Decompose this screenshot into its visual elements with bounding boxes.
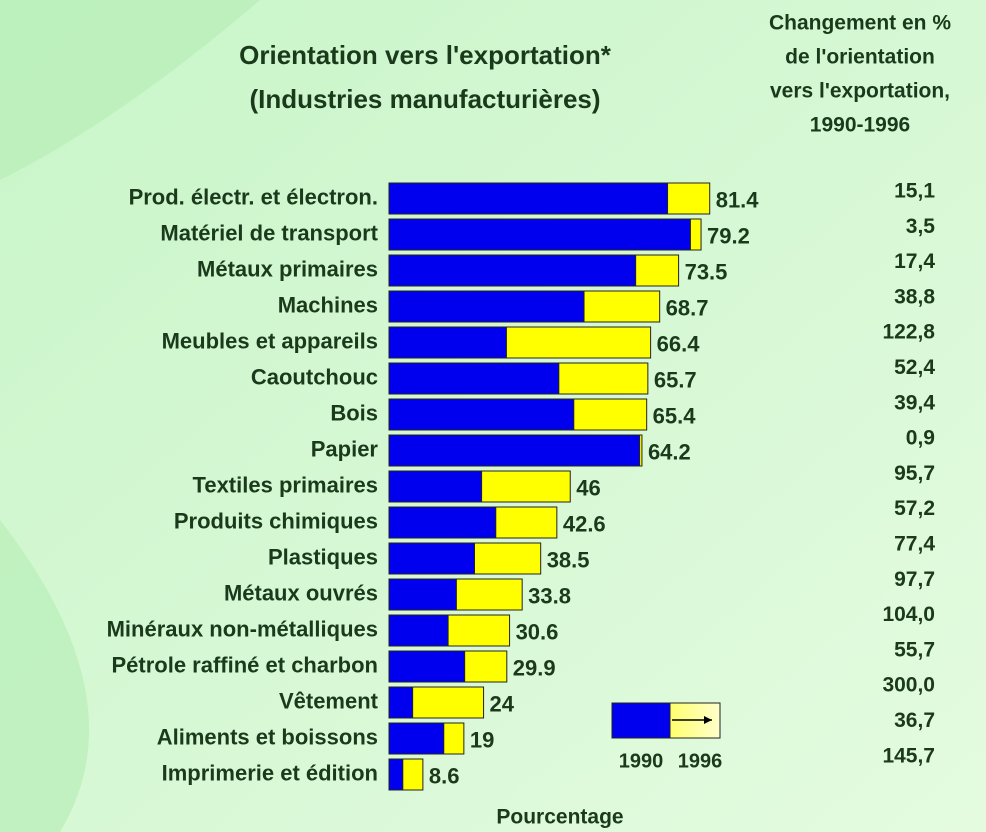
category-label: Minéraux non-métalliques xyxy=(107,616,378,641)
bar-1990 xyxy=(389,759,403,790)
value-label: 64.2 xyxy=(648,439,691,464)
category-label: Matériel de transport xyxy=(160,220,378,245)
category-label: Bois xyxy=(330,400,378,425)
change-value: 38,8 xyxy=(894,285,935,308)
bar-1990 xyxy=(389,435,640,466)
bar-1990 xyxy=(389,507,496,538)
value-label: 81.4 xyxy=(716,187,760,212)
bar-1990 xyxy=(389,579,456,610)
category-label: Métaux ouvrés xyxy=(224,580,378,605)
bar-1990 xyxy=(389,363,559,394)
category-label: Plastiques xyxy=(268,544,378,569)
change-value: 0,9 xyxy=(906,427,935,450)
legend-label: 1996 xyxy=(678,750,723,772)
change-value: 55,7 xyxy=(894,638,935,661)
value-label: 8.6 xyxy=(429,763,460,788)
change-value: 3,5 xyxy=(906,215,936,238)
change-value: 39,4 xyxy=(894,391,935,414)
category-label: Prod. électr. et électron. xyxy=(129,184,378,209)
value-label: 38.5 xyxy=(547,547,590,572)
change-header: de l'orientation xyxy=(785,46,935,69)
bar-1990 xyxy=(389,327,506,358)
change-value: 77,4 xyxy=(894,533,935,556)
bar-1990 xyxy=(389,687,413,718)
legend-1990 xyxy=(612,703,670,738)
category-label: Vêtement xyxy=(279,688,379,713)
value-label: 42.6 xyxy=(563,511,606,536)
change-value: 122,8 xyxy=(882,321,935,344)
change-value: 145,7 xyxy=(882,744,935,767)
bar-1990 xyxy=(389,615,448,646)
category-label: Meubles et appareils xyxy=(162,328,378,353)
legend-label: 1990 xyxy=(619,750,664,772)
bar-1990 xyxy=(389,255,636,286)
value-label: 65.4 xyxy=(653,403,697,428)
category-label: Caoutchouc xyxy=(251,364,378,389)
value-label: 79.2 xyxy=(707,223,750,248)
change-value: 52,4 xyxy=(894,356,935,379)
value-label: 46 xyxy=(576,475,600,500)
bar-1990 xyxy=(389,723,444,754)
bar-1990 xyxy=(389,291,584,322)
chart: Orientation vers l'exportation* (Industr… xyxy=(0,0,986,832)
change-value: 95,7 xyxy=(894,462,935,485)
category-label: Produits chimiques xyxy=(174,508,378,533)
value-label: 68.7 xyxy=(666,295,709,320)
change-value: 104,0 xyxy=(882,603,935,626)
change-value: 15,1 xyxy=(894,180,935,203)
bar-1990 xyxy=(389,471,482,502)
value-label: 24 xyxy=(490,691,515,716)
bar-1990 xyxy=(389,399,574,430)
bar-1990 xyxy=(389,219,690,250)
category-label: Textiles primaires xyxy=(193,472,378,497)
value-label: 66.4 xyxy=(657,331,701,356)
category-label: Imprimerie et édition xyxy=(162,760,378,785)
bar-1990 xyxy=(389,183,668,214)
chart-subtitle: (Industries manufacturières) xyxy=(249,84,600,114)
category-label: Aliments et boissons xyxy=(157,724,378,749)
change-header: Changement en % xyxy=(769,12,951,35)
bar-1990 xyxy=(389,543,474,574)
category-label: Métaux primaires xyxy=(197,256,378,281)
change-value: 57,2 xyxy=(894,497,935,520)
change-value: 97,7 xyxy=(894,568,935,591)
change-header: 1990-1996 xyxy=(810,114,910,137)
category-label: Pétrole raffiné et charbon xyxy=(111,652,378,677)
value-label: 33.8 xyxy=(528,583,571,608)
change-header: vers l'exportation, xyxy=(770,80,950,103)
value-label: 73.5 xyxy=(685,259,728,284)
value-label: 29.9 xyxy=(513,655,556,680)
change-value: 36,7 xyxy=(894,709,935,732)
change-value: 300,0 xyxy=(882,674,935,697)
bar-1990 xyxy=(389,651,465,682)
change-value: 17,4 xyxy=(894,250,935,273)
value-label: 30.6 xyxy=(516,619,559,644)
x-axis-label: Pourcentage xyxy=(496,806,623,829)
chart-title: Orientation vers l'exportation* xyxy=(239,40,612,70)
category-label: Machines xyxy=(278,292,378,317)
category-label: Papier xyxy=(311,436,379,461)
value-label: 19 xyxy=(470,727,494,752)
value-label: 65.7 xyxy=(654,367,697,392)
